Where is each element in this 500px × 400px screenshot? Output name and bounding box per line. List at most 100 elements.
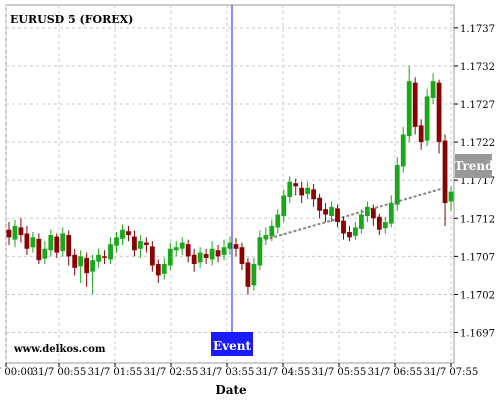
candle-up	[60, 233, 66, 252]
event-tag-box	[211, 332, 253, 356]
candle-down	[317, 197, 322, 211]
candle-up	[388, 203, 394, 224]
candle-down	[239, 247, 245, 264]
candle-down	[311, 189, 317, 200]
candle-down	[233, 244, 239, 249]
candle-down	[347, 231, 352, 238]
candle-down	[54, 236, 60, 253]
candle-up	[353, 227, 358, 236]
candle-up	[448, 191, 454, 202]
x-tick-label: 31/7 00:00	[0, 367, 33, 378]
x-tick-label: 31/7 04:55	[256, 367, 310, 378]
candle-up	[269, 225, 275, 237]
trend-tag-box	[455, 154, 492, 178]
candle-up	[305, 187, 311, 194]
candle-down	[299, 187, 305, 196]
candle-up	[12, 225, 18, 240]
x-tick-label: 31/7 06:55	[368, 367, 422, 378]
x-tick-label: 31/7 00:55	[32, 367, 86, 378]
price-axis: 1.1697 1.1702 1.1707 1.1712 1.1717 1.1722 1.17…	[454, 24, 495, 340]
candle-up	[42, 248, 48, 259]
y-tick-label: 1.1737	[460, 24, 495, 35]
candle-down	[66, 235, 72, 257]
candle-down	[143, 242, 149, 245]
candle-up	[275, 214, 281, 228]
candle-down	[442, 140, 448, 204]
x-axis-label: Date	[215, 383, 247, 397]
x-tick-label: 31/7 05:55	[312, 367, 366, 378]
x-tick-label: 31/7 03:55	[200, 367, 254, 378]
candle-up	[179, 242, 185, 249]
candle-up	[287, 181, 293, 197]
candle-up	[173, 247, 179, 251]
candle-down	[418, 125, 424, 143]
candle-down	[203, 254, 209, 258]
candle-up	[281, 195, 287, 216]
candle-down	[6, 229, 12, 238]
event-tag[interactable]: Event	[211, 332, 253, 356]
plot-frame	[5, 4, 455, 364]
candle-up	[359, 214, 364, 229]
candle-down	[436, 82, 442, 143]
candle-down	[191, 254, 197, 264]
candle-up	[221, 247, 227, 255]
candle-down	[370, 208, 376, 219]
y-tick-label: 1.1712	[460, 214, 495, 225]
candle-down	[149, 246, 155, 266]
candle-up	[424, 96, 430, 141]
y-tick-label: 1.1717	[460, 176, 495, 187]
y-tick-label: 1.1722	[460, 138, 495, 149]
candle-up	[108, 244, 113, 260]
candle-up	[263, 235, 269, 239]
candle-down	[155, 263, 161, 276]
trend-tag: Trend	[454, 154, 494, 178]
candle-down	[126, 231, 131, 236]
candle-up	[251, 263, 257, 286]
candle-up	[209, 248, 215, 260]
candle-up	[400, 134, 406, 167]
trend-tag-label: Trend	[454, 159, 494, 173]
candle-down	[376, 216, 382, 230]
y-tick-label: 1.1697	[460, 329, 495, 340]
candle-down	[335, 208, 340, 223]
candle-down	[341, 220, 346, 234]
candle-down	[412, 82, 418, 127]
candle-down	[215, 250, 221, 257]
watermark: www.delkos.com	[13, 344, 106, 355]
event-tag-label: Event	[213, 339, 251, 353]
chart-title: EURUSD 5 (FOREX)	[10, 13, 133, 26]
grid-lines	[5, 4, 455, 364]
candle-up	[430, 81, 436, 98]
candle-up	[48, 235, 54, 251]
candle-up	[30, 237, 36, 248]
candle-up	[161, 263, 167, 274]
x-tick-label: 31/7 07:55	[424, 367, 478, 378]
candle-down	[18, 227, 24, 236]
candle-down	[293, 183, 299, 187]
candle-up	[329, 206, 334, 216]
candle-down	[84, 257, 90, 274]
trend-line	[259, 186, 446, 243]
x-tick-label: 31/7 01:55	[88, 367, 142, 378]
candle-down	[24, 233, 30, 249]
x-tick-label: 31/7 02:55	[144, 367, 198, 378]
candle-up	[227, 242, 233, 249]
y-tick-label: 1.1702	[460, 290, 495, 301]
candle-up	[78, 256, 84, 267]
candle-down	[36, 238, 42, 261]
candle-up	[96, 254, 101, 262]
candle-down	[102, 256, 107, 258]
candle-down	[72, 254, 78, 268]
candle-down	[245, 262, 251, 287]
y-tick-label: 1.1727	[460, 100, 495, 111]
candle-up	[197, 252, 203, 263]
trend-dotted-line	[259, 186, 446, 243]
candle-up	[406, 81, 412, 137]
y-tick-label: 1.1707	[460, 252, 495, 263]
candle-series	[6, 65, 454, 295]
candle-up	[120, 229, 125, 239]
candle-up	[167, 248, 173, 266]
candle-up	[394, 164, 400, 205]
